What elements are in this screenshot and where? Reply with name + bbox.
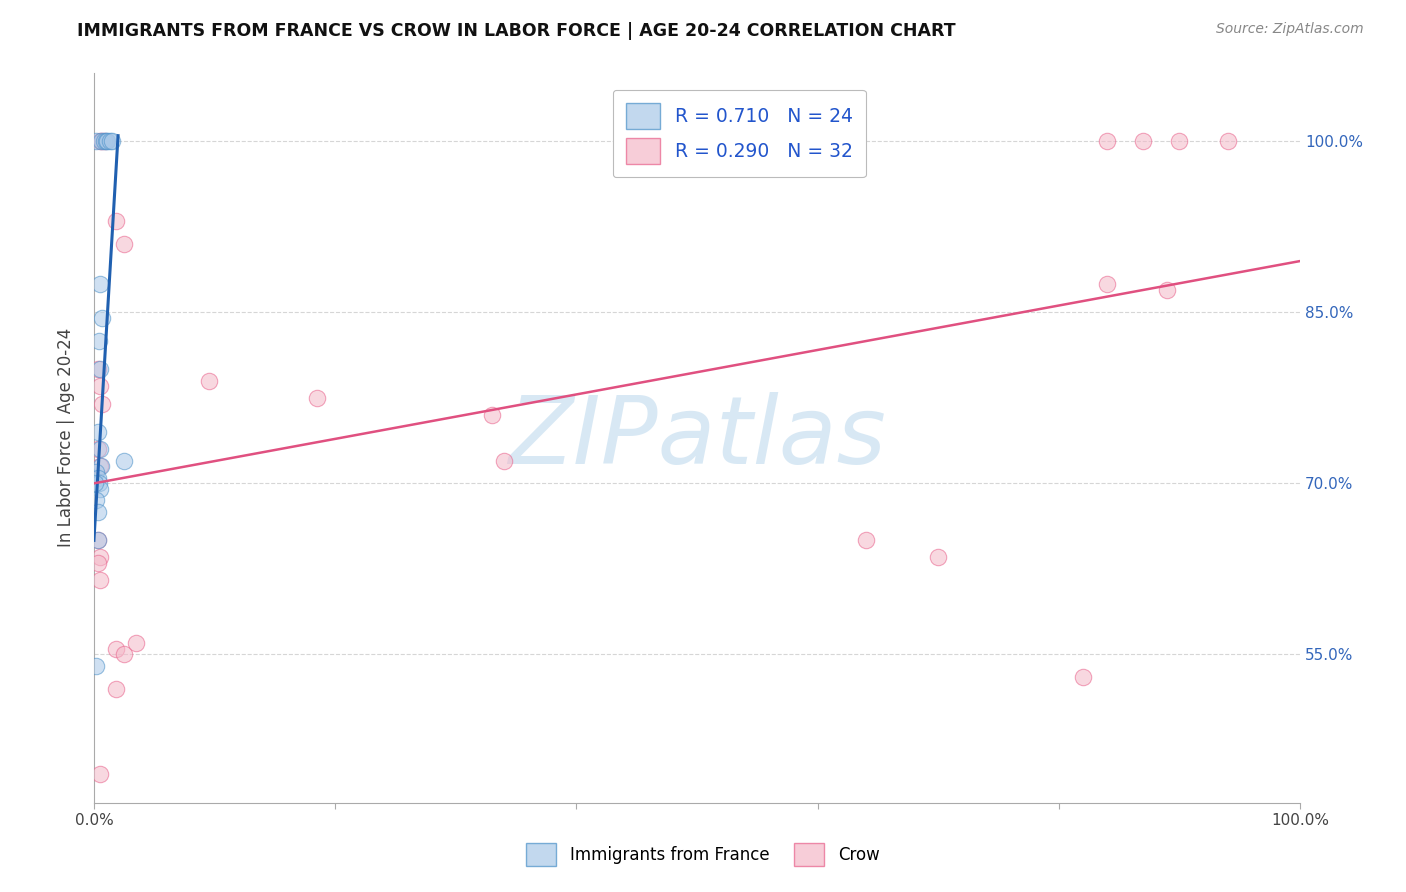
Y-axis label: In Labor Force | Age 20-24: In Labor Force | Age 20-24: [58, 328, 75, 548]
Point: [87, 476, 110, 491]
Point: [86, 533, 108, 548]
Legend: R = 0.710   N = 24, R = 0.290   N = 32: R = 0.710 N = 24, R = 0.290 N = 32: [613, 90, 866, 178]
Point: [104, 681, 127, 696]
Point: [86, 425, 108, 439]
Point: [197, 374, 219, 388]
Point: [1095, 277, 1118, 291]
Point: [89, 482, 111, 496]
Point: [112, 648, 135, 662]
Text: ZIPatlas: ZIPatlas: [508, 392, 886, 483]
Text: IMMIGRANTS FROM FRANCE VS CROW IN LABOR FORCE | AGE 20-24 CORRELATION CHART: IMMIGRANTS FROM FRANCE VS CROW IN LABOR …: [77, 22, 956, 40]
Point: [90, 459, 112, 474]
Text: Source: ZipAtlas.com: Source: ZipAtlas.com: [1216, 22, 1364, 37]
Point: [94, 134, 117, 148]
Point: [492, 453, 515, 467]
Point: [86, 362, 108, 376]
Point: [1156, 283, 1178, 297]
Point: [125, 636, 148, 650]
Point: [855, 533, 877, 548]
Point: [96, 134, 118, 148]
Point: [89, 550, 111, 565]
Point: [927, 550, 949, 565]
Point: [307, 391, 329, 405]
Point: [1216, 134, 1239, 148]
Legend: Immigrants from France, Crow: Immigrants from France, Crow: [520, 836, 886, 873]
Point: [86, 533, 108, 548]
Point: [89, 277, 111, 291]
Point: [91, 396, 114, 410]
Point: [89, 379, 111, 393]
Point: [86, 556, 108, 570]
Point: [112, 237, 135, 252]
Point: [86, 442, 108, 457]
Point: [89, 459, 111, 474]
Point: [91, 311, 114, 326]
Point: [89, 573, 111, 587]
Point: [89, 362, 111, 376]
Point: [87, 334, 110, 348]
Point: [104, 641, 127, 656]
Point: [94, 134, 117, 148]
Point: [1132, 134, 1154, 148]
Point: [112, 453, 135, 467]
Point: [89, 442, 111, 457]
Point: [93, 134, 115, 148]
Point: [89, 134, 111, 148]
Point: [86, 134, 108, 148]
Point: [86, 465, 108, 479]
Point: [86, 505, 108, 519]
Point: [90, 134, 112, 148]
Point: [91, 134, 114, 148]
Point: [1071, 670, 1094, 684]
Point: [1168, 134, 1191, 148]
Point: [101, 134, 124, 148]
Point: [104, 214, 127, 228]
Point: [86, 470, 108, 484]
Point: [89, 767, 111, 781]
Point: [86, 493, 108, 508]
Point: [481, 408, 503, 422]
Point: [84, 476, 107, 491]
Point: [86, 658, 108, 673]
Point: [98, 134, 121, 148]
Point: [1095, 134, 1118, 148]
